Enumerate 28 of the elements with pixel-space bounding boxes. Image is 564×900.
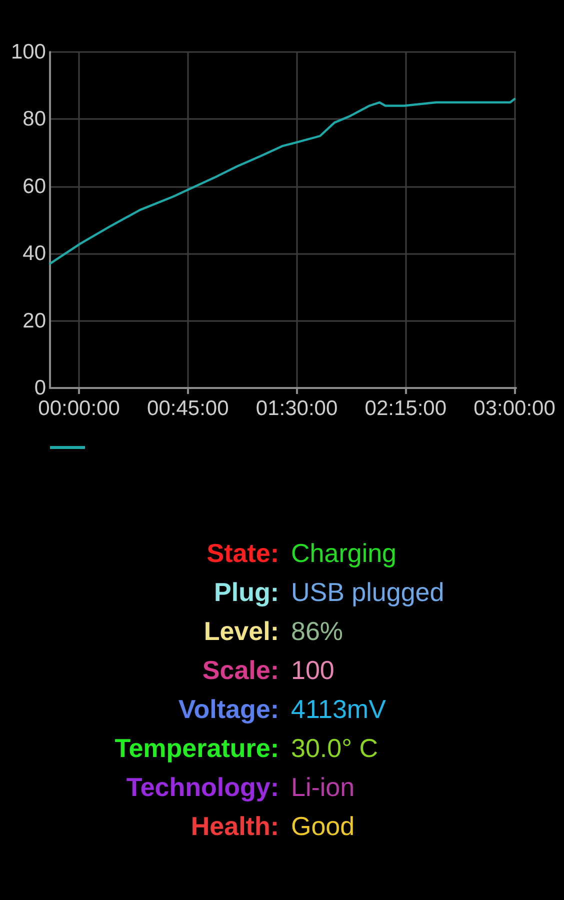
x-tick-label: 03:00:00 (474, 397, 556, 420)
text: Voltage: (178, 694, 279, 724)
text: 30.0° C (291, 733, 378, 763)
text: Plug: (214, 577, 279, 607)
text: USB plugged (291, 577, 444, 607)
y-tick-label: 0 (34, 376, 46, 400)
text: Health: (190, 811, 279, 841)
x-tick-label: 01:30:00 (256, 397, 338, 420)
y-tick-label: 100 (10, 40, 46, 64)
text: Good (291, 811, 355, 841)
text: 100 (291, 655, 334, 685)
x-tick-label: 00:00:00 (38, 397, 120, 420)
text: Li-ion (291, 772, 355, 802)
y-tick-label: 60 (22, 174, 46, 198)
text: 4113mV (291, 694, 386, 724)
y-tick-label: 40 (22, 242, 46, 266)
text: 86% (291, 616, 344, 646)
text: Technology: (126, 772, 279, 802)
y-tick-label: 20 (22, 309, 46, 332)
text: Level: (204, 616, 279, 646)
text: State: (206, 538, 279, 568)
text: Charging (291, 538, 397, 568)
x-tick-label: 02:15:00 (364, 397, 447, 420)
text: Scale: (202, 655, 279, 685)
x-tick-label: 00:45:00 (147, 397, 229, 420)
y-tick-label: 80 (22, 108, 46, 131)
text: Temperature: (114, 733, 279, 763)
line-series (48, 98, 516, 265)
